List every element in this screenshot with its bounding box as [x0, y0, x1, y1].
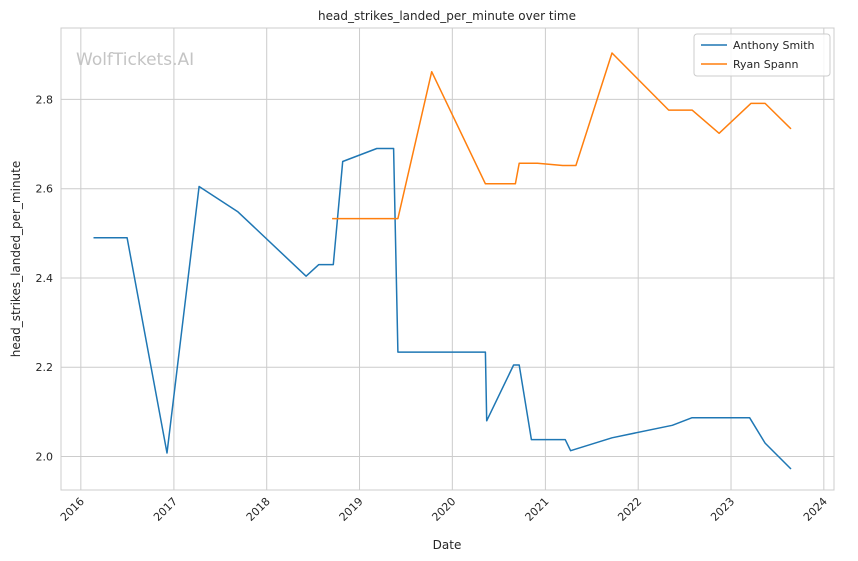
grid-lines — [61, 28, 834, 490]
series-line-anthony-smith — [93, 147, 792, 470]
y-tick-label: 2.4 — [36, 272, 54, 285]
plot-frame — [60, 27, 835, 491]
chart-title: head_strikes_landed_per_minute over time — [318, 9, 576, 23]
y-axis-label: head_strikes_landed_per_minute — [9, 161, 23, 358]
legend-label-ryan-spann: Ryan Spann — [733, 58, 798, 71]
y-tick-label: 2.2 — [36, 361, 54, 374]
y-tick-label: 2.6 — [36, 183, 54, 196]
watermark: WolfTickets.AI — [76, 50, 194, 70]
legend-box — [693, 33, 831, 77]
legend-label-anthony-smith: Anthony Smith — [733, 39, 815, 52]
series-line-ryan-spann — [332, 52, 792, 220]
y-tick-label: 2.0 — [36, 451, 54, 464]
series-lines — [93, 52, 792, 470]
legend: Anthony Smith Ryan Spann — [693, 33, 831, 77]
x-axis-label: Date — [433, 538, 462, 552]
y-tick-label: 2.8 — [36, 93, 54, 106]
plot-background — [61, 28, 834, 490]
